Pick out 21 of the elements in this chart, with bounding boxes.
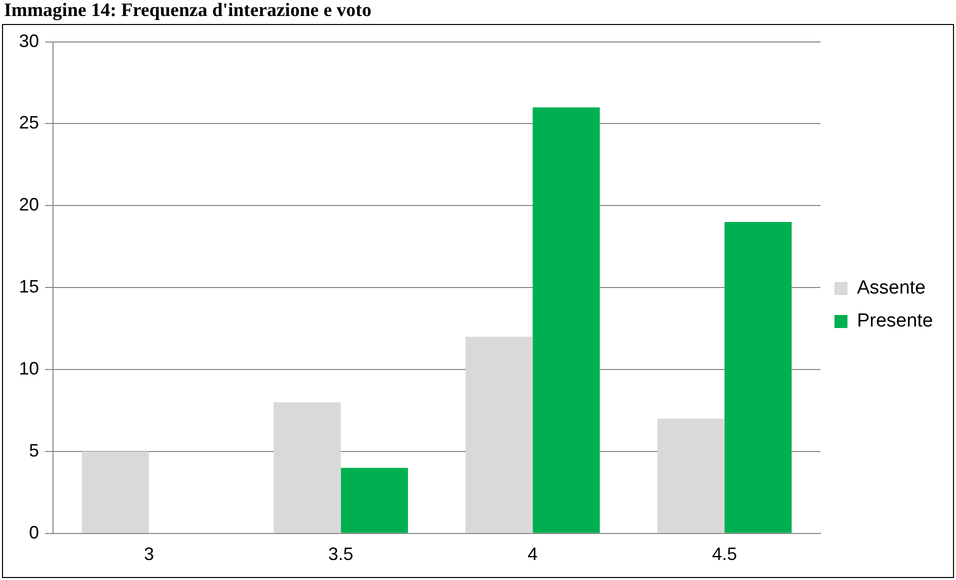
bar <box>340 468 408 533</box>
y-tick-label: 20 <box>18 194 40 215</box>
y-tick-label: 10 <box>18 358 40 378</box>
y-tick-label: 5 <box>29 440 40 460</box>
y-tick-label: 25 <box>18 112 40 133</box>
bar <box>274 402 341 533</box>
bar <box>82 451 149 533</box>
bar <box>532 107 600 533</box>
x-tick-label: 4.5 <box>712 544 738 564</box>
y-tick-label: 15 <box>18 276 40 297</box>
y-tick-label: 30 <box>18 30 40 51</box>
bar <box>657 418 725 533</box>
chart-title: Immagine 14: Frequenza d'interazione e voto <box>4 0 372 22</box>
bar <box>466 336 533 533</box>
bar <box>724 222 792 533</box>
x-tick-label: 3 <box>144 544 154 564</box>
legend-label: Presente <box>856 310 933 332</box>
x-tick-label: 3.5 <box>328 544 354 564</box>
x-tick-label: 4 <box>528 544 538 564</box>
y-tick-label: 0 <box>29 522 40 542</box>
legend-label: Assente <box>856 278 926 299</box>
